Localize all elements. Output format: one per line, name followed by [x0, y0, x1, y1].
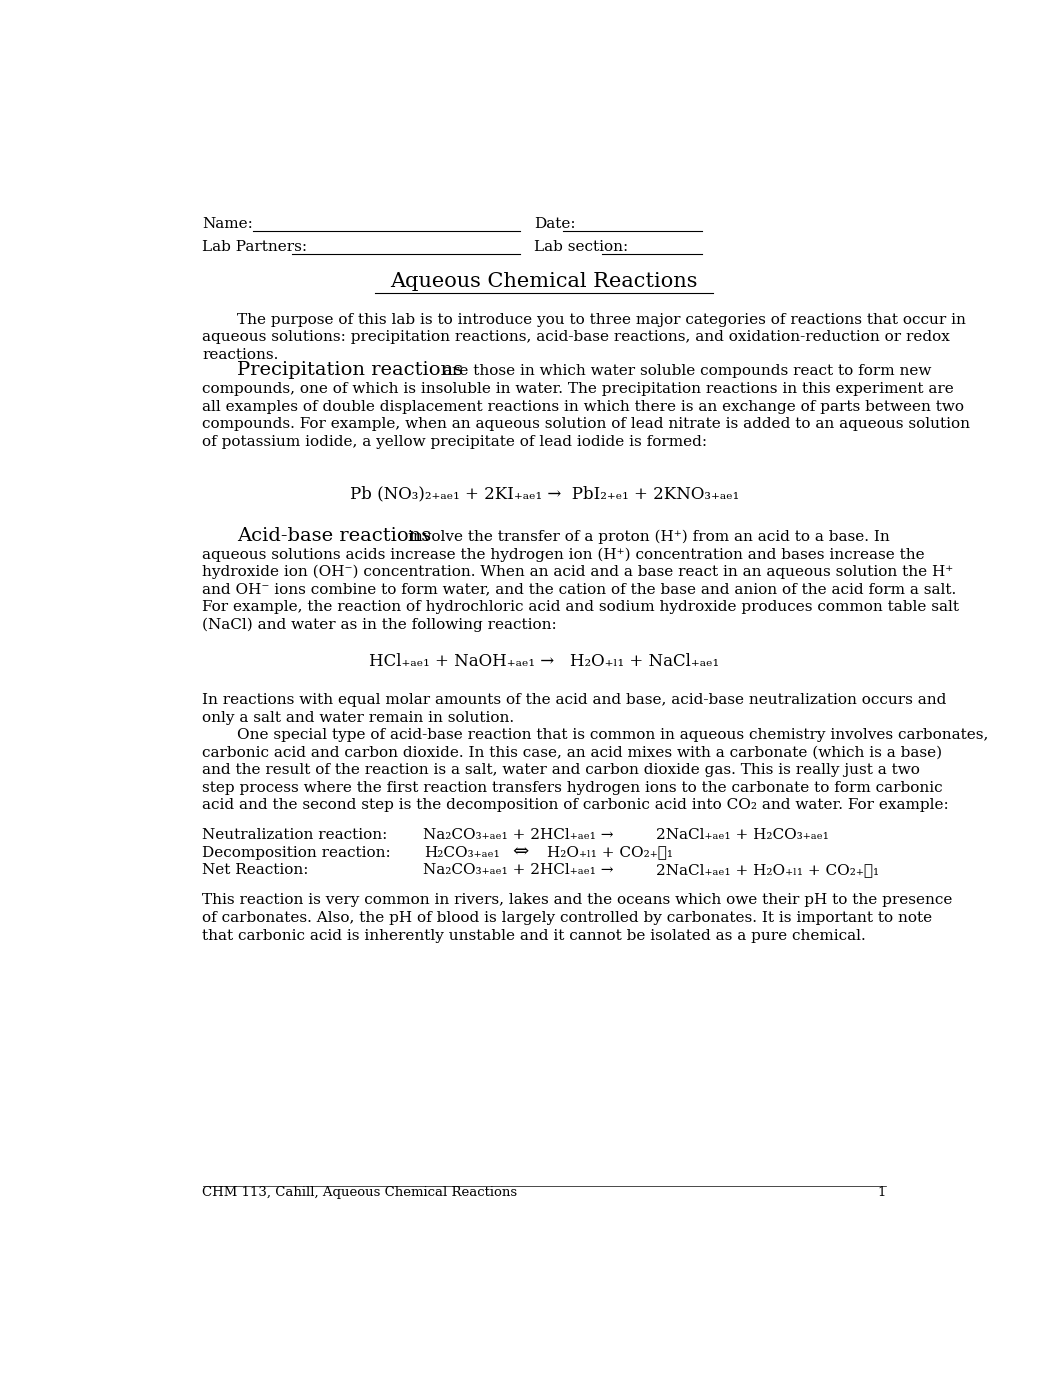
Text: step process where the first reaction transfers hydrogen ions to the carbonate t: step process where the first reaction tr… [203, 781, 943, 795]
Text: compounds, one of which is insoluble in water. The precipitation reactions in th: compounds, one of which is insoluble in … [203, 381, 955, 397]
Text: Net Reaction:: Net Reaction: [203, 863, 309, 877]
Text: Date:: Date: [534, 218, 576, 231]
Text: Lab Partners:: Lab Partners: [203, 241, 308, 255]
Text: hydroxide ion (OH⁻) concentration. When an acid and a base react in an aqueous s: hydroxide ion (OH⁻) concentration. When … [203, 565, 954, 580]
Text: For example, the reaction of hydrochloric acid and sodium hydroxide produces com: For example, the reaction of hydrochlori… [203, 600, 959, 614]
Text: are those in which water soluble compounds react to form new: are those in which water soluble compoun… [443, 365, 931, 379]
Text: that carbonic acid is inherently unstable and it cannot be isolated as a pure ch: that carbonic acid is inherently unstabl… [203, 928, 867, 942]
Text: 2NaCl₊ₐₑ₁ + H₂CO₃₊ₐₑ₁: 2NaCl₊ₐₑ₁ + H₂CO₃₊ₐₑ₁ [656, 828, 828, 841]
Text: In reactions with equal molar amounts of the acid and base, acid-base neutraliza: In reactions with equal molar amounts of… [203, 693, 947, 708]
Text: Precipitation reactions: Precipitation reactions [238, 361, 463, 380]
Text: Na₂CO₃₊ₐₑ₁ + 2HCl₊ₐₑ₁ →: Na₂CO₃₊ₐₑ₁ + 2HCl₊ₐₑ₁ → [424, 863, 614, 877]
Text: One special type of acid-base reaction that is common in aqueous chemistry invol: One special type of acid-base reaction t… [238, 728, 989, 742]
Text: ⇔: ⇔ [513, 843, 529, 861]
Text: H₂CO₃₊ₐₑ₁: H₂CO₃₊ₐₑ₁ [424, 845, 500, 859]
Text: all examples of double displacement reactions in which there is an exchange of p: all examples of double displacement reac… [203, 399, 964, 413]
Text: and the result of the reaction is a salt, water and carbon dioxide gas. This is : and the result of the reaction is a salt… [203, 763, 921, 777]
Text: Aqueous Chemical Reactions: Aqueous Chemical Reactions [391, 271, 698, 291]
Text: HCl₊ₐₑ₁ + NaOH₊ₐₑ₁ →   H₂O₊ₗ₁ + NaCl₊ₐₑ₁: HCl₊ₐₑ₁ + NaOH₊ₐₑ₁ → H₂O₊ₗ₁ + NaCl₊ₐₑ₁ [370, 653, 719, 669]
Text: (NaCl) and water as in the following reaction:: (NaCl) and water as in the following rea… [203, 617, 558, 632]
Text: of potassium iodide, a yellow precipitate of lead iodide is formed:: of potassium iodide, a yellow precipitat… [203, 435, 707, 449]
Text: H₂O₊ₗ₁ + CO₂₊⁧₁: H₂O₊ₗ₁ + CO₂₊⁧₁ [547, 845, 673, 859]
Text: This reaction is very common in rivers, lakes and the oceans which owe their pH : This reaction is very common in rivers, … [203, 894, 953, 907]
Text: Decomposition reaction:: Decomposition reaction: [203, 845, 391, 859]
Text: Lab section:: Lab section: [534, 241, 629, 255]
Text: 1: 1 [877, 1186, 886, 1199]
Text: involve the transfer of a proton (H⁺) from an acid to a base. In: involve the transfer of a proton (H⁺) fr… [408, 530, 890, 544]
Text: aqueous solutions: precipitation reactions, acid-base reactions, and oxidation-r: aqueous solutions: precipitation reactio… [203, 330, 950, 344]
Text: acid and the second step is the decomposition of carbonic acid into CO₂ and wate: acid and the second step is the decompos… [203, 799, 949, 812]
Text: Pb (NO₃)₂₊ₐₑ₁ + 2KI₊ₐₑ₁ →  PbI₂₊ₑ₁ + 2KNO₃₊ₐₑ₁: Pb (NO₃)₂₊ₐₑ₁ + 2KI₊ₐₑ₁ → PbI₂₊ₑ₁ + 2KNO… [349, 486, 739, 503]
Text: aqueous solutions acids increase the hydrogen ion (H⁺) concentration and bases i: aqueous solutions acids increase the hyd… [203, 547, 925, 562]
Text: Acid-base reactions: Acid-base reactions [238, 527, 431, 545]
Text: compounds. For example, when an aqueous solution of lead nitrate is added to an : compounds. For example, when an aqueous … [203, 417, 971, 431]
Text: only a salt and water remain in solution.: only a salt and water remain in solution… [203, 711, 515, 724]
Text: The purpose of this lab is to introduce you to three major categories of reactio: The purpose of this lab is to introduce … [238, 313, 966, 326]
Text: CHM 113, Cahill, Aqueous Chemical Reactions: CHM 113, Cahill, Aqueous Chemical Reacti… [203, 1186, 517, 1199]
Text: of carbonates. Also, the pH of blood is largely controlled by carbonates. It is : of carbonates. Also, the pH of blood is … [203, 912, 932, 925]
Text: Name:: Name: [203, 218, 254, 231]
Text: carbonic acid and carbon dioxide. In this case, an acid mixes with a carbonate (: carbonic acid and carbon dioxide. In thi… [203, 745, 943, 760]
Text: reactions.: reactions. [203, 348, 279, 362]
Text: Neutralization reaction:: Neutralization reaction: [203, 828, 388, 841]
Text: and OH⁻ ions combine to form water, and the cation of the base and anion of the : and OH⁻ ions combine to form water, and … [203, 582, 957, 596]
Text: 2NaCl₊ₐₑ₁ + H₂O₊ₗ₁ + CO₂₊⁧₁: 2NaCl₊ₐₑ₁ + H₂O₊ₗ₁ + CO₂₊⁧₁ [656, 863, 879, 877]
Text: Na₂CO₃₊ₐₑ₁ + 2HCl₊ₐₑ₁ →: Na₂CO₃₊ₐₑ₁ + 2HCl₊ₐₑ₁ → [424, 828, 614, 841]
